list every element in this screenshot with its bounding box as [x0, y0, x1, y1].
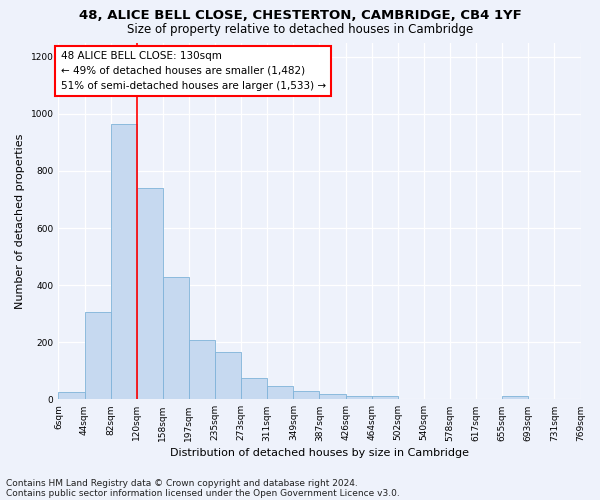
Text: 48, ALICE BELL CLOSE, CHESTERTON, CAMBRIDGE, CB4 1YF: 48, ALICE BELL CLOSE, CHESTERTON, CAMBRI…	[79, 9, 521, 22]
Bar	[241, 378, 267, 400]
Bar	[110, 124, 137, 400]
Bar	[163, 276, 189, 400]
Bar	[189, 340, 215, 400]
Bar	[293, 391, 319, 400]
Bar	[85, 312, 110, 400]
Text: 48 ALICE BELL CLOSE: 130sqm
← 49% of detached houses are smaller (1,482)
51% of : 48 ALICE BELL CLOSE: 130sqm ← 49% of det…	[61, 51, 326, 90]
Text: Contains public sector information licensed under the Open Government Licence v3: Contains public sector information licen…	[6, 488, 400, 498]
Text: Size of property relative to detached houses in Cambridge: Size of property relative to detached ho…	[127, 22, 473, 36]
Bar	[371, 396, 398, 400]
Y-axis label: Number of detached properties: Number of detached properties	[15, 133, 25, 308]
Bar	[319, 394, 346, 400]
Bar	[58, 392, 85, 400]
Bar	[502, 396, 528, 400]
Bar	[346, 396, 371, 400]
Text: Contains HM Land Registry data © Crown copyright and database right 2024.: Contains HM Land Registry data © Crown c…	[6, 480, 358, 488]
Bar	[137, 188, 163, 400]
Bar	[267, 386, 293, 400]
X-axis label: Distribution of detached houses by size in Cambridge: Distribution of detached houses by size …	[170, 448, 469, 458]
Bar	[215, 352, 241, 400]
